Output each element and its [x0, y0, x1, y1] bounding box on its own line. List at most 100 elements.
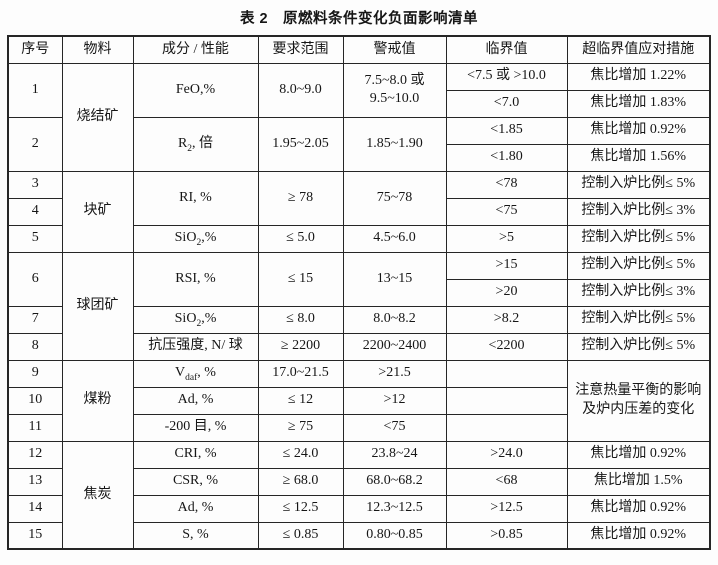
table-row: 7 SiO2,% ≤ 8.0 8.0~8.2 >8.2 控制入炉比例≤ 5%: [7, 305, 711, 334]
range-cell: ≥ 2200: [257, 332, 344, 361]
table-row: 1 烧结矿 FeO,% 8.0~9.0 7.5~8.0 或 9.5~10.0 <7…: [7, 62, 711, 172]
range-cell: ≤ 0.85: [257, 521, 344, 550]
table-row: 12 焦炭 CRI, % ≤ 24.0 23.8~24 >24.0 焦比增加 0…: [7, 440, 711, 550]
col-header-required-range: 要求范围: [257, 35, 344, 64]
measure-cell: 焦比增加 0.92%: [566, 440, 711, 469]
table-row: 6 球团矿 RSI, % ≤ 15 13~15 >15 控制入炉比例≤ 5%: [7, 251, 711, 361]
seq-cell: 7: [7, 305, 63, 334]
warning-cell: 23.8~24: [342, 440, 447, 469]
component-cell: CSR, %: [132, 467, 259, 496]
range-cell: ≤ 12: [257, 386, 344, 415]
warning-cell: >12: [342, 386, 447, 415]
measure-cell: 控制入炉比例≤ 5%: [566, 170, 711, 199]
col-header-warning-value: 警戒值: [342, 35, 447, 64]
critical-cell: <1.85: [445, 116, 568, 145]
critical-cell: >20: [445, 278, 568, 307]
seq-cell: 15: [7, 521, 63, 550]
seq-cell: 2: [7, 116, 63, 172]
critical-cell: <7.0: [445, 89, 568, 118]
component-cell: FeO,%: [132, 62, 259, 118]
warning-cell: >21.5: [342, 359, 447, 388]
table-row: 2 R2, 倍 1.95~2.05 1.85~1.90 <1.85 焦比增加 0…: [7, 116, 711, 172]
measure-cell: 控制入炉比例≤ 5%: [566, 332, 711, 361]
measure-cell: 焦比增加 0.92%: [566, 116, 711, 145]
warning-cell: 12.3~12.5: [342, 494, 447, 523]
component-cell: Vdaf, %: [132, 359, 259, 388]
seq-cell: 4: [7, 197, 63, 226]
warning-cell: 7.5~8.0 或 9.5~10.0: [342, 62, 447, 118]
measure-cell: 控制入炉比例≤ 3%: [566, 197, 711, 226]
component-cell: SiO2,%: [132, 305, 259, 334]
warning-cell: 75~78: [342, 170, 447, 226]
seq-cell: 3: [7, 170, 63, 199]
seq-cell: 11: [7, 413, 63, 442]
col-header-seq: 序号: [7, 35, 63, 64]
measure-cell: 焦比增加 1.56%: [566, 143, 711, 172]
table-row: 8 抗压强度, N/ 球 ≥ 2200 2200~2400 <2200 控制入炉…: [7, 332, 711, 361]
warning-cell: 8.0~8.2: [342, 305, 447, 334]
table-row: 3 块矿 RI, % ≥ 78 75~78 <78 控制入炉比例≤ 5%: [7, 170, 711, 253]
table-caption: 表 2 原燃料条件变化负面影响清单: [239, 11, 479, 27]
component-cell: RSI, %: [132, 251, 259, 307]
seq-cell: 6: [7, 251, 63, 307]
component-cell: S, %: [132, 521, 259, 550]
warning-cell: <75: [342, 413, 447, 442]
material-cell-coke: 焦炭: [61, 440, 134, 550]
critical-cell: <2200: [445, 332, 568, 361]
material-cell-coal-powder: 煤粉: [61, 359, 134, 442]
component-cell: Ad, %: [132, 386, 259, 415]
table-row: 11 -200 目, % ≥ 75 <75: [7, 413, 710, 442]
measure-cell: 控制入炉比例≤ 5%: [566, 224, 711, 253]
warning-cell: 1.85~1.90: [342, 116, 447, 172]
table-row: 13 CSR, % ≥ 68.0 68.0~68.2 <68 焦比增加 1.5%: [7, 467, 711, 496]
critical-cell: >12.5: [445, 494, 568, 523]
warning-cell: 68.0~68.2: [342, 467, 447, 496]
seq-cell: 12: [7, 440, 63, 469]
seq-cell: 8: [7, 332, 63, 361]
range-cell: ≤ 12.5: [257, 494, 344, 523]
header-row: 序号 物料 成分 / 性能 要求范围 警戒值 临界值 超临界值应对措施: [7, 35, 711, 64]
seq-cell: 10: [7, 386, 63, 415]
range-cell: ≥ 75: [257, 413, 344, 442]
table-row: 15 S, % ≤ 0.85 0.80~0.85 >0.85 焦比增加 0.92…: [7, 521, 711, 550]
critical-cell: >8.2: [445, 305, 568, 334]
critical-cell: >0.85: [445, 521, 568, 550]
seq-cell: 1: [7, 62, 63, 118]
seq-cell: 14: [7, 494, 63, 523]
measure-cell: 焦比增加 1.5%: [566, 467, 711, 496]
critical-cell: <1.80: [445, 143, 568, 172]
col-header-material: 物料: [61, 35, 134, 64]
critical-cell: <78: [445, 170, 568, 199]
component-cell: CRI, %: [132, 440, 259, 469]
measure-cell: 控制入炉比例≤ 3%: [566, 278, 711, 307]
measure-cell: 焦比增加 1.83%: [566, 89, 711, 118]
range-cell: ≤ 5.0: [257, 224, 344, 253]
critical-cell: <75: [445, 197, 568, 226]
range-cell: ≥ 78: [257, 170, 344, 226]
component-cell: 抗压强度, N/ 球: [132, 332, 259, 361]
component-cell: Ad, %: [132, 494, 259, 523]
range-cell: ≤ 24.0: [257, 440, 344, 469]
measure-cell: 焦比增加 0.92%: [566, 521, 711, 550]
seq-cell: 13: [7, 467, 63, 496]
measure-cell: 焦比增加 0.92%: [566, 494, 711, 523]
critical-cell: <7.5 或 >10.0: [445, 62, 568, 91]
table-row: <1.80 焦比增加 1.56%: [8, 143, 711, 172]
warning-cell: 13~15: [342, 251, 447, 307]
range-cell: 8.0~9.0: [257, 62, 344, 118]
range-cell: ≥ 68.0: [257, 467, 344, 496]
critical-cell-empty: [445, 359, 568, 388]
range-cell: 17.0~21.5: [257, 359, 344, 388]
range-cell: ≤ 15: [257, 251, 344, 307]
col-header-component: 成分 / 性能: [132, 35, 259, 64]
component-cell: RI, %: [132, 170, 259, 226]
measure-cell: 控制入炉比例≤ 5%: [566, 251, 711, 280]
warning-cell: 2200~2400: [342, 332, 447, 361]
component-cell: SiO2,%: [132, 224, 259, 253]
critical-cell: <68: [445, 467, 568, 496]
component-cell: R2, 倍: [132, 116, 259, 172]
component-cell: -200 目, %: [132, 413, 259, 442]
critical-cell-empty: [445, 386, 568, 415]
table-row: 14 Ad, % ≤ 12.5 12.3~12.5 >12.5 焦比增加 0.9…: [7, 494, 711, 523]
material-cell-sinter: 烧结矿: [61, 62, 134, 172]
